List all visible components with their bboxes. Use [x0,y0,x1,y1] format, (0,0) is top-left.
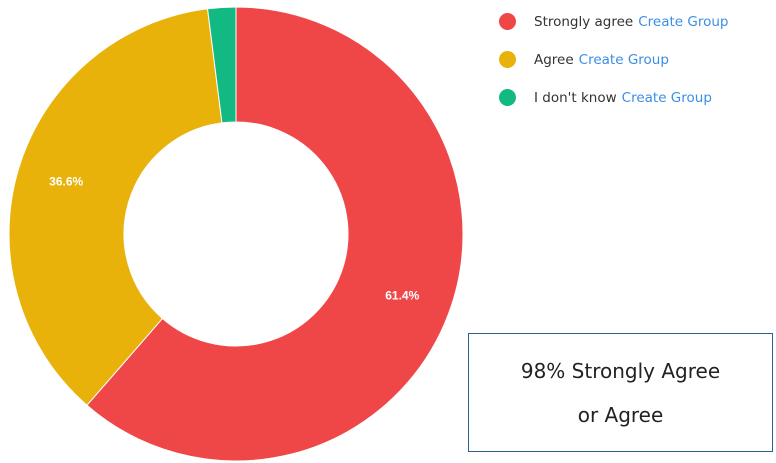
legend-label-strongly-agree: Strongly agree [534,13,634,30]
legend-swatch-strongly-agree [499,13,516,30]
donut-slices [8,6,464,462]
callout-line-2: or Agree [577,402,664,427]
legend-swatch-agree [499,51,516,68]
legend-item-strongly-agree: Strongly agree Create Group [499,12,776,31]
callout-line-1: 98% Strongly Agree [520,358,721,383]
create-group-link-strongly-agree[interactable]: Create Group [638,13,729,30]
donut-chart: 61.4% 36.6% [8,6,464,462]
donut-slice-labels: 61.4% 36.6% [49,175,419,303]
legend-label-agree: Agree [534,51,574,68]
donut-slice-i-don-t-know[interactable] [206,6,237,124]
donut-slice-strongly-agree[interactable] [86,6,464,462]
chart-legend: Strongly agree Create Group Agree Create… [499,12,776,107]
create-group-link-dont-know[interactable]: Create Group [621,89,712,106]
legend-label-dont-know: I don't know [534,89,617,106]
legend-swatch-dont-know [499,89,516,106]
donut-chart-svg: 61.4% 36.6% [8,6,464,462]
donut-slice-agree[interactable] [8,8,223,406]
create-group-link-agree[interactable]: Create Group [578,51,669,68]
summary-callout-box: 98% Strongly Agree or Agree [468,333,773,452]
legend-item-agree: Agree Create Group [499,50,776,69]
slice-value-label: 61.4% [385,288,419,302]
legend-item-dont-know: I don't know Create Group [499,88,776,107]
slice-value-label: 36.6% [49,175,83,189]
